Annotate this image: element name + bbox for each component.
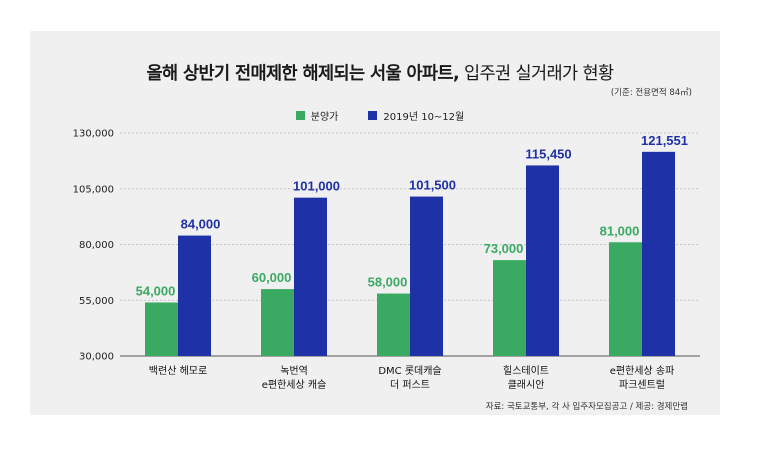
data-label-presale: 81,000 <box>600 223 640 238</box>
bar-presale <box>493 260 526 356</box>
legend: 분양가 2019년 10~12월 <box>0 108 760 123</box>
y-tick-label: 105,000 <box>73 184 114 195</box>
bar-presale <box>261 289 294 356</box>
y-tick-label: 30,000 <box>79 352 114 363</box>
data-label-2019: 101,000 <box>293 179 340 194</box>
x-tick-label: 힐스테이트 <box>503 364 549 377</box>
legend-swatch-green <box>295 111 305 120</box>
bar-presale <box>609 242 642 356</box>
legend-item-2019: 2019년 10~12월 <box>368 108 464 123</box>
title-bold: 올해 상반기 전매제한 해제되는 서울 아파트, <box>146 64 460 84</box>
legend-swatch-blue <box>368 111 378 120</box>
bar-2019 <box>178 235 211 356</box>
x-tick-label: 파크센트럴 <box>619 378 665 391</box>
chart-title: 올해 상반기 전매제한 해제되는 서울 아파트, 입주권 실거래가 현황 <box>0 60 760 85</box>
data-label-2019: 115,450 <box>525 146 571 161</box>
data-label-2019: 101,500 <box>409 178 456 193</box>
x-tick-label: 백련산 헤모로 <box>149 365 207 377</box>
y-tick-label: 130,000 <box>73 129 114 140</box>
legend-item-presale: 분양가 <box>295 108 339 123</box>
x-tick-label: DMC 롯데캐슬 <box>378 365 441 377</box>
x-tick-label: e편한세상 송파 <box>610 365 675 377</box>
y-tick-label: 55,000 <box>79 296 114 307</box>
title-light: 입주권 실거래가 현황 <box>459 64 614 84</box>
bar-presale <box>377 293 410 356</box>
data-label-presale: 73,000 <box>484 241 524 256</box>
x-tick-label: 녹번역 <box>280 365 308 377</box>
legend-label-2019: 2019년 10~12월 <box>383 112 465 123</box>
basis-note: (기준: 전용면적 84㎡) <box>610 88 692 98</box>
data-label-presale: 58,000 <box>368 275 408 290</box>
data-label-presale: 60,000 <box>252 270 292 285</box>
x-tick-label: e편한세상 캐슬 <box>262 379 327 391</box>
bar-presale <box>145 302 178 356</box>
source-note: 자료: 국토교통부, 각 사 입주자모집공고 / 제공: 경제만랩 <box>485 402 688 412</box>
x-tick-label: 더 퍼스트 <box>390 379 430 391</box>
y-tick-label: 80,000 <box>79 240 114 251</box>
data-label-2019: 84,000 <box>181 217 221 232</box>
legend-label-presale: 분양가 <box>310 112 339 123</box>
bar-2019 <box>526 165 559 356</box>
bar-2019 <box>294 197 327 356</box>
data-label-presale: 54,000 <box>136 283 176 298</box>
data-label-2019: 121,551 <box>641 133 688 148</box>
bar-2019 <box>410 196 443 356</box>
x-tick-label: 클래시안 <box>508 379 545 391</box>
bar-2019 <box>642 151 675 356</box>
